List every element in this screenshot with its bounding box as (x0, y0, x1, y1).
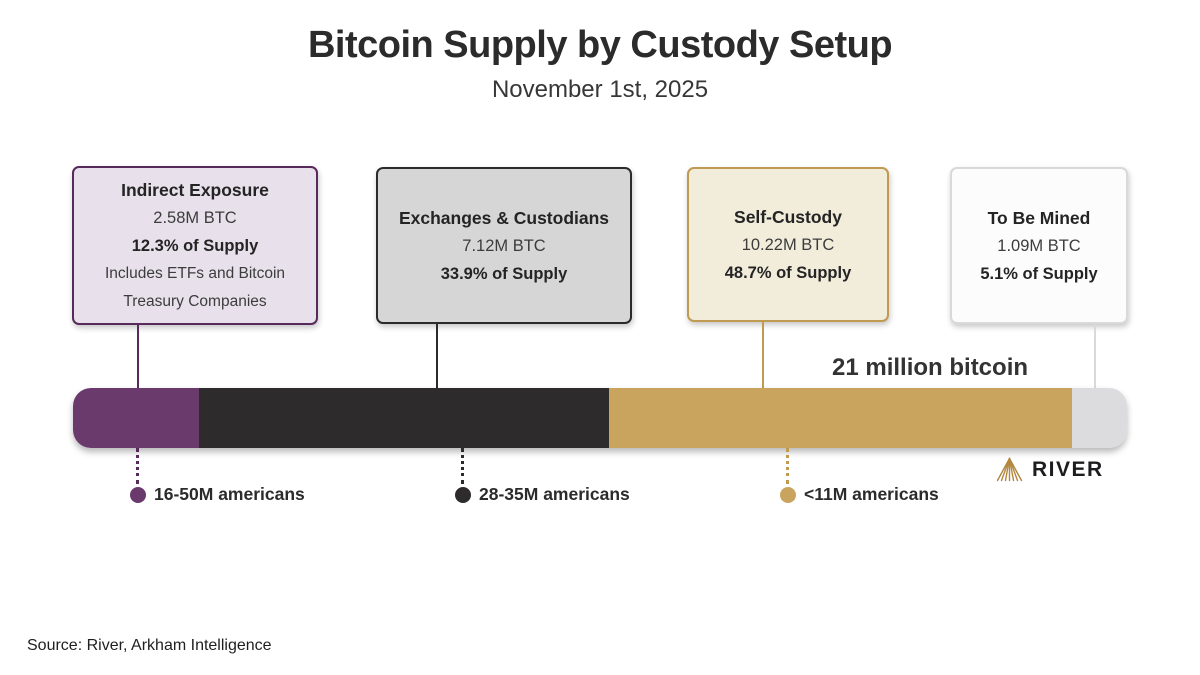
box-supply-percent: 12.3% of Supply (131, 236, 259, 255)
annotation-label: 16-50M americans (154, 484, 305, 504)
total-supply-label: 21 million bitcoin (832, 354, 1029, 381)
bar-segment-self-custody (609, 388, 1073, 448)
bar-segment-indirect-exposure (73, 388, 200, 448)
supply-bar (73, 388, 1127, 448)
custody-box-self-custody: Self-Custody 10.22M BTC 48.7% of Supply (687, 167, 889, 322)
connector-line-exchanges-custodians (436, 324, 438, 388)
page-subtitle: November 1st, 2025 (491, 76, 709, 103)
annotation-self-custody: <11M americans (780, 484, 939, 505)
box-note: Includes ETFs and Bitcoin Treasury Compa… (104, 264, 286, 310)
annotation-indirect-exposure: 16-50M americans (130, 484, 305, 505)
box-btc-value: 2.58M BTC (153, 208, 237, 227)
box-title: Self-Custody (734, 206, 842, 227)
river-logo-text: RIVER (1032, 457, 1104, 481)
mountain-delta-icon (996, 457, 1023, 482)
connector-line-to-be-mined (1094, 324, 1096, 388)
custody-box-indirect-exposure: Indirect Exposure 2.58M BTC 12.3% of Sup… (72, 166, 318, 325)
source-text: Source: River, Arkham Intelligence (27, 637, 272, 654)
dotted-leader-indirect-exposure (136, 448, 139, 484)
custody-box-to-be-mined: To Be Mined 1.09M BTC 5.1% of Supply (950, 167, 1128, 324)
box-title: Indirect Exposure (121, 179, 269, 200)
box-supply-percent: 5.1% of Supply (980, 264, 1098, 283)
annotation-exchanges-custodians: 28-35M americans (455, 484, 630, 505)
bar-segment-exchanges-custodians (199, 388, 610, 448)
box-supply-percent: 48.7% of Supply (724, 263, 852, 282)
box-supply-percent: 33.9% of Supply (440, 264, 568, 283)
annotation-label: 28-35M americans (479, 484, 630, 504)
custody-box-exchanges-custodians: Exchanges & Custodians 7.12M BTC 33.9% o… (376, 167, 632, 324)
box-btc-value: 7.12M BTC (462, 236, 546, 255)
box-title: Exchanges & Custodians (398, 207, 610, 228)
river-logo: RIVER (996, 457, 1104, 482)
box-btc-value: 10.22M BTC (741, 235, 835, 254)
dotted-leader-exchanges-custodians (461, 448, 464, 484)
annotation-dot (455, 486, 471, 503)
bar-segment-to-be-mined (1072, 388, 1127, 448)
annotation-dot (130, 486, 146, 503)
dotted-leader-self-custody (786, 448, 789, 484)
page-title: Bitcoin Supply by Custody Setup (307, 24, 893, 66)
connector-line-self-custody (762, 322, 764, 388)
connector-line-indirect-exposure (137, 325, 139, 388)
annotation-dot (780, 486, 796, 503)
box-title: To Be Mined (987, 207, 1091, 228)
box-btc-value: 1.09M BTC (997, 236, 1081, 255)
annotation-label: <11M americans (804, 484, 939, 504)
